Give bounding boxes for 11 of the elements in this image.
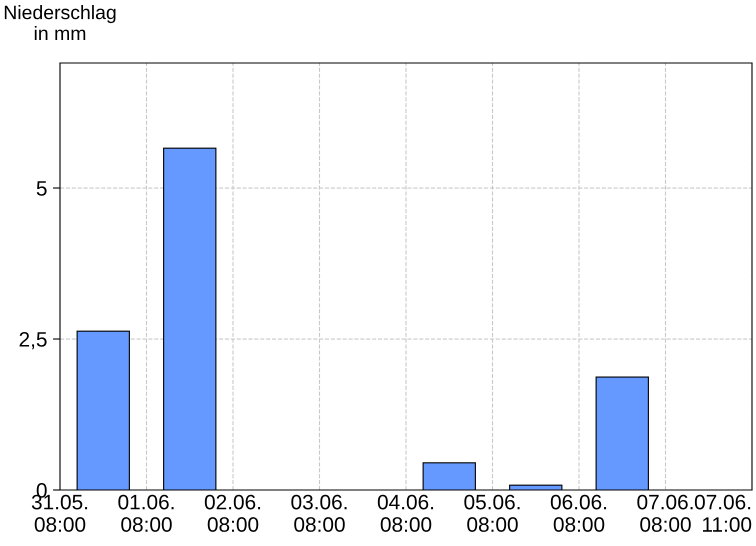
- x-tick-label: 05.06. 08:00: [464, 494, 520, 532]
- x-tick-label: 01.06. 08:00: [118, 494, 174, 532]
- x-tick-label: 03.06. 08:00: [291, 494, 347, 532]
- x-tick-label: 02.06. 08:00: [204, 494, 260, 532]
- y-tick-label: 5: [36, 181, 47, 196]
- x-tick-label: 07.06. 11:00: [694, 494, 752, 532]
- y-tick-label: 2,5: [20, 332, 47, 350]
- x-tick-label: 07.06. 08:00: [637, 494, 693, 532]
- y-axis-title: Niederschlag in mm: [4, 5, 116, 40]
- x-tick-label: 04.06. 08:00: [378, 494, 434, 532]
- x-tick-label: 06.06. 08:00: [550, 494, 606, 532]
